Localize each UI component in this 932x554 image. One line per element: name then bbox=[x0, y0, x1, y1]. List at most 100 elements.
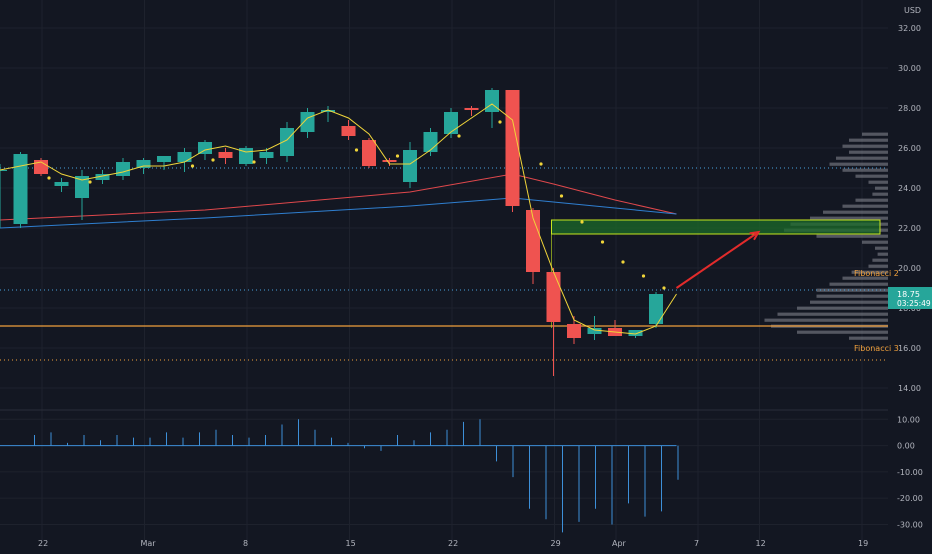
x-tick-label-5: 29 bbox=[551, 539, 561, 548]
volume-profile-bar-20 bbox=[877, 252, 888, 256]
volume-profile-bar-27 bbox=[816, 294, 888, 298]
horizontal-levels bbox=[0, 167, 888, 361]
x-tick-label-1: Mar bbox=[141, 539, 157, 548]
volume-profile-bar-21 bbox=[872, 258, 888, 262]
candle-body-32 bbox=[649, 294, 663, 324]
signal-dot-14 bbox=[641, 274, 646, 278]
candle-body-28 bbox=[567, 324, 581, 338]
x-tick-label-0: 22 bbox=[38, 539, 48, 548]
signal-dot-13 bbox=[621, 260, 625, 264]
signal-dot-15 bbox=[662, 286, 666, 290]
fib-label-upper: Fibonacci 2 bbox=[854, 269, 899, 278]
y-tick-label-7: 28.00 bbox=[898, 104, 921, 113]
candle-body-31 bbox=[628, 330, 643, 336]
osc-y-tick-label-3: -20.00 bbox=[897, 494, 923, 503]
volume-profile-bar-0 bbox=[862, 132, 888, 136]
volume-profile-bar-8 bbox=[868, 180, 888, 184]
price-badge: 18.75 03:25:49 bbox=[888, 287, 932, 309]
oscillator-histogram bbox=[0, 419, 679, 533]
volume-profile-bar-9 bbox=[875, 186, 888, 190]
volume-profile-bar-30 bbox=[777, 312, 888, 316]
candle-body-25 bbox=[505, 90, 520, 206]
signal-dot-8 bbox=[498, 120, 502, 124]
y-tick-label-9: 32.00 bbox=[898, 24, 921, 33]
volume-profile-bar-3 bbox=[849, 150, 888, 154]
candle-body-22 bbox=[444, 112, 458, 134]
arrow-head bbox=[749, 230, 761, 241]
volume-profile-bar-18 bbox=[862, 240, 888, 244]
candlesticks bbox=[0, 88, 663, 376]
candle-body-14 bbox=[280, 128, 294, 156]
signal-dot-7 bbox=[457, 134, 461, 138]
volume-profile-bar-4 bbox=[836, 156, 888, 160]
volume-profile-bar-22 bbox=[868, 264, 888, 268]
volume-profile-bar-17 bbox=[816, 234, 888, 238]
signal-dot-2 bbox=[190, 164, 195, 168]
candle-body-16 bbox=[321, 110, 335, 112]
volume-profile-bar-25 bbox=[829, 282, 888, 286]
y-tick-label-0: 14.00 bbox=[898, 384, 921, 393]
candle-body-15 bbox=[300, 112, 315, 132]
volume-profile-bar-34 bbox=[849, 336, 888, 340]
y-tick-label-6: 26.00 bbox=[898, 144, 921, 153]
volume-profile-bar-5 bbox=[829, 162, 888, 166]
x-tick-label-3: 15 bbox=[346, 539, 356, 548]
signal-dot-11 bbox=[580, 220, 584, 224]
osc-y-tick-label-2: -10.00 bbox=[897, 468, 923, 477]
y-tick-label-3: 20.00 bbox=[898, 264, 921, 273]
x-tick-label-4: 22 bbox=[448, 539, 458, 548]
fib-label-lower: Fibonacci 3 bbox=[854, 344, 899, 353]
x-tick-label-2: 8 bbox=[243, 539, 248, 548]
projection-arrow bbox=[675, 230, 761, 289]
signal-dot-3 bbox=[211, 158, 215, 162]
arrow-shaft bbox=[675, 231, 760, 289]
signal-dot-10 bbox=[559, 194, 564, 198]
volume-profile-bar-29 bbox=[797, 306, 888, 310]
candle-body-7 bbox=[136, 160, 151, 168]
signal-dot-12 bbox=[600, 240, 605, 244]
candle-body-1 bbox=[13, 154, 28, 224]
price-badge-value: 18.75 bbox=[897, 290, 920, 299]
volume-profile-bar-14 bbox=[810, 216, 888, 220]
candle-body-23 bbox=[464, 108, 479, 110]
volume-profile-bar-28 bbox=[810, 300, 888, 304]
x-tick-label-9: 19 bbox=[858, 539, 868, 548]
volume-profile-bar-31 bbox=[764, 318, 888, 322]
signal-dot-5 bbox=[354, 148, 359, 152]
candle-body-24 bbox=[485, 90, 499, 112]
volume-profile-bar-24 bbox=[842, 276, 888, 280]
candle-body-8 bbox=[157, 156, 171, 162]
candle-body-21 bbox=[423, 132, 438, 152]
candle-body-11 bbox=[218, 152, 233, 158]
volume-profile-bar-10 bbox=[872, 192, 888, 196]
candle-body-27 bbox=[546, 272, 561, 322]
candle-body-9 bbox=[177, 152, 192, 162]
candle-body-18 bbox=[362, 140, 376, 166]
y-tick-label-5: 24.00 bbox=[898, 184, 921, 193]
signal-dot-4 bbox=[252, 160, 256, 164]
candle-body-4 bbox=[75, 176, 89, 198]
volume-profile-bar-33 bbox=[797, 330, 888, 334]
osc-y-tick-label-0: 10.00 bbox=[897, 415, 920, 424]
candle-body-19 bbox=[382, 160, 397, 162]
price-badge-bg bbox=[888, 287, 932, 309]
x-tick-label-6: Apr bbox=[612, 539, 627, 548]
volume-profile-bar-1 bbox=[849, 138, 888, 142]
signal-dots bbox=[47, 120, 666, 290]
candle-body-6 bbox=[116, 162, 130, 176]
osc-y-tick-label-4: -30.00 bbox=[897, 520, 923, 529]
signal-dot-0 bbox=[47, 176, 51, 180]
x-tick-label-7: 7 bbox=[694, 539, 699, 548]
candle-body-17 bbox=[341, 126, 356, 136]
y-tick-label-1: 16.00 bbox=[898, 344, 921, 353]
y-tick-label-4: 22.00 bbox=[898, 224, 921, 233]
volume-profile-bar-11 bbox=[855, 198, 888, 202]
currency-label: USD bbox=[904, 6, 921, 15]
candle-body-20 bbox=[403, 150, 417, 182]
osc-y-tick-label-1: 0.00 bbox=[897, 442, 915, 451]
target-zone-box bbox=[551, 219, 881, 235]
volume-profile-bar-6 bbox=[842, 168, 888, 172]
